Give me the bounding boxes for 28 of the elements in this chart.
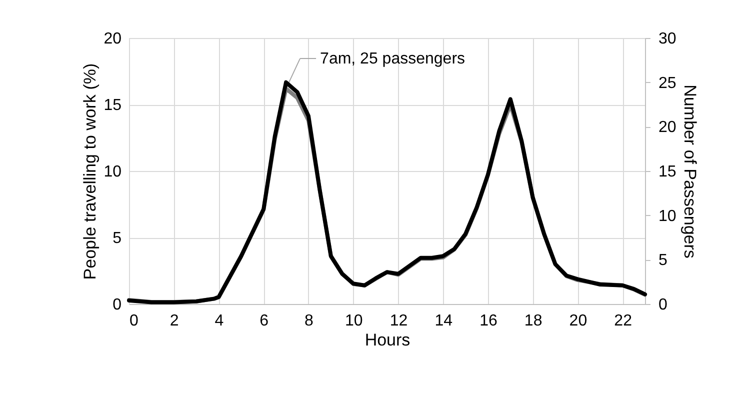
x-tick-label: 6 xyxy=(260,312,269,330)
y-axis-title: People travelling to work (%) xyxy=(80,63,100,280)
y-tick-label: 15 xyxy=(104,97,122,114)
y2-tick-label: 10 xyxy=(658,208,676,225)
x-tick-label: 4 xyxy=(214,312,224,330)
x-tick-label: 14 xyxy=(434,312,453,330)
x-tick-label: 0 xyxy=(130,312,138,330)
y-tick-label: 20 xyxy=(104,30,122,48)
y2-tick-label: 5 xyxy=(658,252,668,270)
y2-tick-label: 0 xyxy=(658,296,668,314)
x-tick-label: 20 xyxy=(569,312,588,330)
x-tick-label: 10 xyxy=(344,312,363,330)
x-tick-label: 16 xyxy=(480,312,498,330)
y-tick-label: 10 xyxy=(104,164,122,180)
x-tick-label: 22 xyxy=(614,312,632,330)
y2-tick-label: 30 xyxy=(658,30,676,48)
y2-tick-label: 20 xyxy=(658,119,676,136)
annotation: 7am, 25 passengers xyxy=(320,50,466,68)
x-tick-label: 8 xyxy=(304,312,314,330)
x-tick-label: 12 xyxy=(390,312,408,330)
x-tick-label: 2 xyxy=(170,312,179,330)
x-axis-title: Hours xyxy=(364,330,410,350)
x-tick-label: 18 xyxy=(524,312,542,330)
y-tick-label: 0 xyxy=(112,296,122,314)
y2-tick-label: 25 xyxy=(658,74,676,92)
y-tick-label: 5 xyxy=(112,230,122,247)
y2-axis-title: Number of Passengers xyxy=(680,84,700,258)
y2-tick-label: 15 xyxy=(658,164,676,180)
